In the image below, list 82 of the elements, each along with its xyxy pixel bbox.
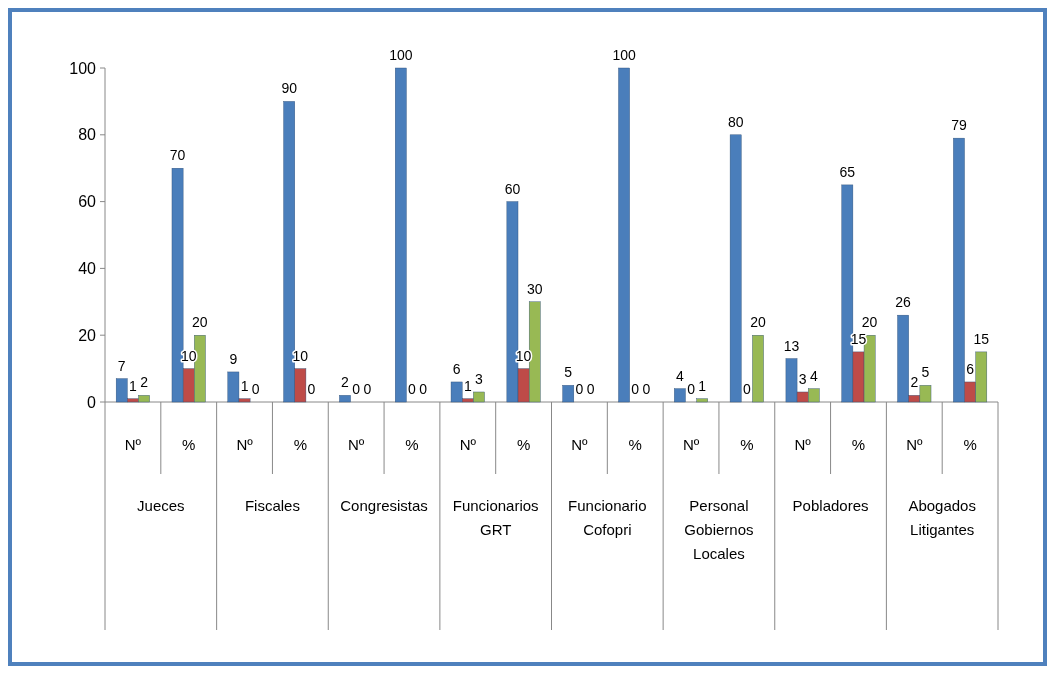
x-tick-label: % — [405, 436, 419, 453]
x-tick-label: Nº — [906, 436, 923, 453]
bar — [618, 67, 630, 403]
x-tick-label: Nº — [682, 436, 700, 453]
bar — [696, 398, 708, 403]
x-tick-label: % — [293, 436, 308, 453]
data-label: 20 — [861, 314, 878, 331]
x-tick-label: % — [182, 436, 196, 453]
data-label: 6 — [966, 360, 975, 377]
data-label: 0 — [251, 381, 260, 397]
data-label: 0 — [631, 381, 640, 397]
data-label: 1 — [463, 377, 472, 394]
data-label: 9 — [229, 350, 238, 367]
x-tick-label: % — [851, 436, 866, 453]
data-label: 2 — [910, 374, 919, 391]
y-tick-label: 80 — [78, 126, 97, 144]
bar — [395, 67, 407, 403]
data-label: 0 — [642, 381, 651, 397]
data-label: 7 — [117, 357, 126, 374]
data-label: 0 — [363, 381, 372, 397]
x-tick-label: % — [963, 436, 977, 453]
data-label: 3 — [475, 370, 484, 387]
data-label: 65 — [839, 163, 856, 180]
data-label: 26 — [895, 294, 912, 311]
data-label: 60 — [504, 180, 521, 197]
x-tick-label: % — [628, 436, 642, 453]
x-tick-label: % — [516, 436, 531, 453]
data-label: 100 — [612, 47, 636, 63]
x-tick-label: Nº — [794, 436, 812, 453]
x-tick-label: Nº — [459, 436, 477, 453]
data-label: 6 — [452, 360, 461, 377]
data-label: 100 — [389, 47, 413, 63]
data-label: 2 — [341, 374, 350, 391]
data-label: 5 — [921, 364, 930, 381]
data-label: 0 — [575, 381, 584, 397]
data-label: 2 — [140, 374, 149, 391]
data-label: 1 — [240, 377, 249, 394]
data-label: 30 — [526, 280, 543, 297]
x-tick-label: Nº — [571, 436, 589, 453]
data-label: 80 — [727, 113, 744, 130]
text: Personal Gobiernos Locales — [684, 497, 754, 562]
y-tick-label: 20 — [78, 326, 97, 344]
data-label: 5 — [564, 364, 573, 381]
data-label: 0 — [586, 381, 595, 397]
text: Jueces — [137, 497, 185, 514]
y-tick-label: 60 — [78, 193, 97, 211]
data-label: 79 — [951, 117, 967, 134]
data-label: 0 — [408, 381, 417, 397]
data-label: 15 — [973, 330, 990, 347]
y-tick-label: 40 — [78, 260, 97, 277]
y-tick-label: 0 — [87, 393, 97, 411]
x-tick-label: % — [740, 436, 754, 453]
data-label: 4 — [809, 367, 818, 384]
bar — [562, 385, 575, 403]
data-label: 0 — [419, 381, 428, 397]
text: Congresistas — [340, 497, 428, 514]
text: Pobladores — [792, 497, 869, 514]
data-label: 70 — [169, 147, 186, 164]
x-tick-label: Nº — [348, 436, 365, 453]
data-label: 1 — [698, 377, 707, 394]
data-label: 0 — [307, 381, 316, 397]
bar — [729, 134, 742, 403]
x-tick-label: Nº — [236, 436, 254, 453]
bar — [752, 335, 764, 403]
x-tick-label: Nº — [124, 436, 142, 453]
data-label: 0 — [352, 381, 361, 397]
text: Abogados Litigantes — [908, 497, 976, 538]
data-label: 0 — [742, 381, 751, 397]
data-label: 1 — [129, 377, 138, 394]
data-label: 20 — [750, 314, 766, 331]
y-tick-label: 100 — [69, 59, 97, 77]
data-label: 90 — [281, 80, 298, 97]
text: Fiscales — [244, 497, 300, 514]
data-label: 4 — [675, 367, 684, 384]
bar — [339, 395, 351, 403]
data-label: 20 — [192, 314, 208, 331]
bar — [674, 388, 686, 403]
text: Funcionario Cofopri — [568, 497, 647, 538]
data-label: 0 — [687, 381, 696, 397]
data-label: 3 — [798, 370, 807, 387]
text: Funcionarios GRT — [452, 497, 539, 538]
data-label: 13 — [783, 337, 800, 354]
